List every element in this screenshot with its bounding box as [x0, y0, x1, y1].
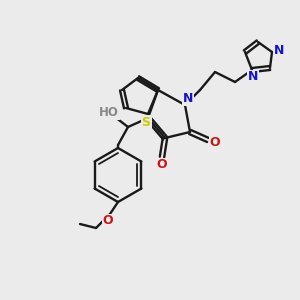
- Text: N: N: [274, 44, 284, 56]
- Text: N: N: [183, 92, 193, 104]
- Text: O: O: [157, 158, 167, 172]
- Text: S: S: [142, 116, 151, 128]
- Text: N: N: [248, 70, 258, 83]
- Text: O: O: [103, 214, 113, 227]
- Text: HO: HO: [99, 106, 119, 119]
- Text: O: O: [210, 136, 220, 148]
